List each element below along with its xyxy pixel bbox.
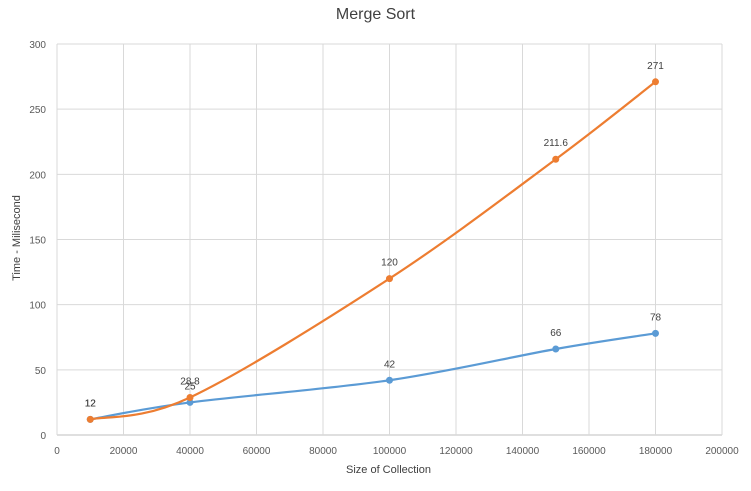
data-label: 120 — [381, 258, 398, 269]
data-point — [552, 155, 560, 163]
x-tick-label: 140000 — [506, 446, 540, 457]
data-label: 66 — [550, 328, 562, 339]
series-line — [89, 80, 657, 421]
data-point — [386, 376, 393, 384]
data-label: 271 — [647, 61, 664, 72]
x-tick-label: 100000 — [373, 446, 407, 457]
tick-labels: 0 50 100 150 200 250 300 0 20000 40000 60000 80000 1… — [29, 40, 739, 457]
y-tick-label: 50 — [35, 366, 47, 377]
y-tick-label: 300 — [29, 40, 46, 51]
x-tick-label: 60000 — [243, 446, 271, 457]
series-lines — [86, 78, 659, 423]
x-tick-label: 80000 — [309, 446, 337, 457]
y-tick-label: 150 — [29, 236, 46, 247]
data-point — [186, 398, 194, 406]
x-tick-label: 200000 — [705, 446, 739, 457]
data-label: 78 — [650, 312, 662, 323]
x-tick-label: 120000 — [439, 446, 473, 457]
x-tick-label: 20000 — [110, 446, 138, 457]
x-tick-label: 40000 — [176, 446, 204, 457]
chart-title: Merge Sort — [335, 6, 416, 23]
data-point — [552, 345, 560, 353]
y-tick-label: 200 — [29, 170, 46, 181]
x-tick-label: 160000 — [572, 446, 606, 457]
data-label: 12 — [85, 398, 97, 409]
data-point — [652, 329, 659, 337]
y-tick-label: 0 — [40, 431, 46, 442]
data-label: 28.8 — [180, 376, 200, 387]
x-tick-label: 180000 — [639, 446, 673, 457]
gridlines — [56, 43, 723, 436]
data-point — [386, 275, 393, 283]
x-axis-label: Size of Collection — [346, 464, 431, 476]
data-point — [86, 415, 94, 423]
series-line — [89, 332, 657, 421]
data-label: 12 — [85, 398, 97, 409]
data-label: 42 — [384, 359, 396, 370]
y-tick-label: 250 — [29, 105, 46, 116]
x-tick-label: 0 — [54, 446, 60, 457]
data-point — [652, 78, 659, 86]
data-label: 25 — [184, 381, 196, 392]
data-label: 211.6 — [544, 138, 569, 149]
data-point — [186, 393, 194, 401]
y-tick-label: 100 — [29, 301, 46, 312]
